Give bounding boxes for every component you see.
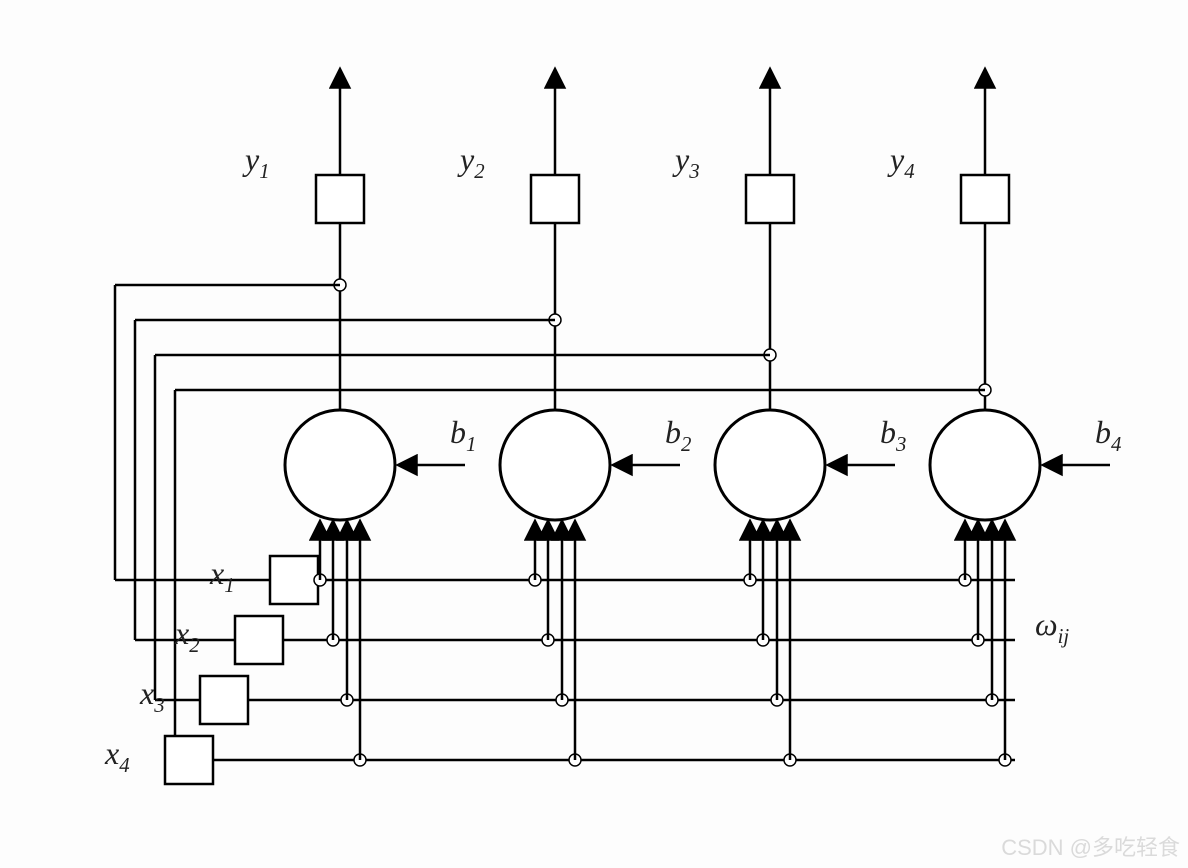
output-label-y4: y4 (887, 141, 915, 183)
output-label-y2: y2 (457, 141, 485, 183)
bias-label-b2: b2 (665, 414, 691, 456)
input-label-x2: x2 (174, 615, 200, 657)
output-label-y1: y1 (242, 141, 270, 183)
weight-label: ωij (1035, 606, 1069, 648)
bias-label-b3: b3 (880, 414, 906, 456)
input-label-x4: x4 (104, 735, 130, 777)
input-label-x3: x3 (139, 675, 165, 717)
bias-label-b4: b4 (1095, 414, 1121, 456)
watermark: CSDN @多吃轻食 (1001, 835, 1180, 860)
bias-label-b1: b1 (450, 414, 476, 456)
hopfield-network-diagram: y1 y2 y3 y4 x1x2x3x4 b1 b2 b3 b4 ωij CSDN @多吃轻食 (0, 0, 1188, 868)
output-label-y3: y3 (672, 141, 700, 183)
input-label-x1: x1 (209, 555, 235, 597)
